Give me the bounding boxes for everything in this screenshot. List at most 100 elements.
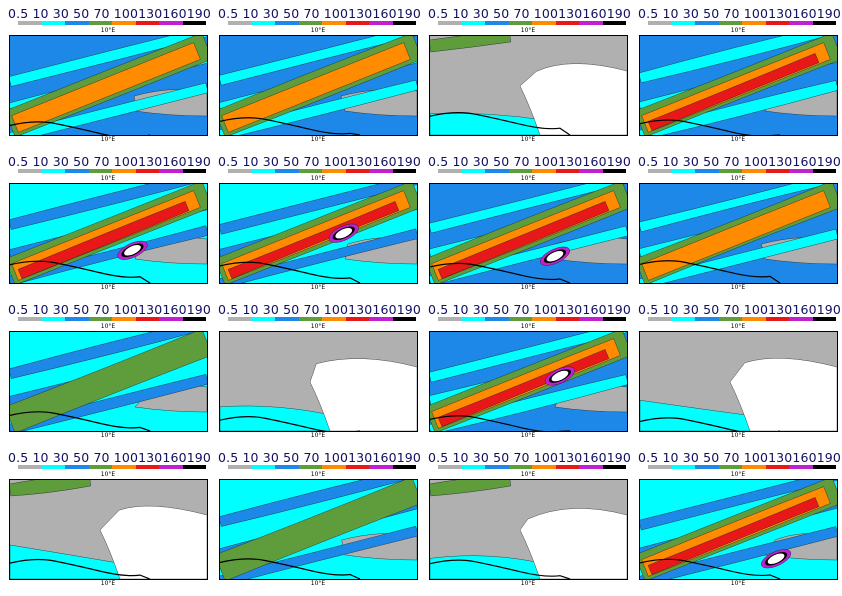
precipitation-map: [219, 479, 418, 580]
coastline: [10, 121, 150, 135]
map-canvas: [430, 184, 627, 283]
colorbar-swatch: [112, 317, 136, 321]
map-panel-6: 0.5 10 30 50 70 100130160190 10°E 10°E: [218, 154, 421, 300]
colorbar-swatch: [275, 465, 299, 469]
colorbar: [18, 465, 206, 469]
map-panel-13: 0.5 10 30 50 70 100130160190 10°E 10°E: [8, 450, 211, 596]
longitude-label-bottom: 10°E: [100, 284, 116, 291]
precipitation-map: [9, 331, 208, 432]
colorbar-swatch: [508, 465, 532, 469]
longitude-label-top: 10°E: [520, 471, 536, 478]
map-canvas: [220, 184, 417, 283]
map-panel-5: 0.5 10 30 50 70 100130160190 10°E 10°E: [8, 154, 212, 300]
colorbar-swatch: [65, 465, 89, 469]
no-precip-area: [309, 358, 417, 431]
colorbar-swatch: [718, 465, 742, 469]
map-panel-2: 0.5 10 30 50 70 100130160190 10°E 10°E: [218, 6, 421, 152]
longitude-label-top: 10°E: [100, 471, 116, 478]
colorbar-swatch: [765, 465, 789, 469]
coastline: [220, 117, 361, 135]
colorbar-swatch: [182, 465, 206, 469]
colorbar-swatch: [322, 169, 346, 173]
colorbar-swatch: [18, 465, 42, 469]
longitude-label-top: 10°E: [520, 27, 536, 34]
colorbar: [438, 317, 626, 321]
colorbar-swatch: [485, 317, 509, 321]
colorbar-swatch: [765, 21, 789, 25]
colorbar-swatch: [41, 21, 65, 25]
colorbar-swatch: [18, 169, 42, 173]
longitude-label-bottom: 10°E: [730, 580, 746, 587]
precip-stripe: [640, 184, 831, 233]
colorbar-swatch: [718, 317, 742, 321]
colorbar-swatch: [135, 465, 159, 469]
map-panel-7: 0.5 10 30 50 70 100130160190 10°E 10°E: [428, 154, 631, 300]
colorbar-swatch: [298, 317, 322, 321]
colorbar-swatch: [298, 465, 322, 469]
colorbar-swatch: [392, 465, 416, 469]
colorbar: [648, 21, 836, 25]
map-canvas: [220, 36, 417, 135]
colorbar-labels: 0.5 10 30 50 70 100130160190: [638, 450, 842, 465]
no-precip-area: [729, 358, 837, 431]
colorbar-swatch: [251, 465, 275, 469]
colorbar-swatch: [461, 169, 485, 173]
longitude-label-top: 10°E: [730, 175, 746, 182]
colorbar-swatch: [648, 169, 672, 173]
longitude-label-bottom: 10°E: [730, 432, 746, 439]
colorbar-swatch: [695, 317, 719, 321]
coastline: [430, 112, 571, 135]
map-panel-15: 0.5 10 30 50 70 100130160190 10°E 10°E: [428, 450, 631, 596]
precipitation-map: [219, 331, 418, 432]
colorbar-swatch: [228, 169, 252, 173]
colorbar-labels: 0.5 10 30 50 70 100130160190: [638, 6, 842, 21]
coastline: [220, 261, 361, 283]
colorbar-swatch: [182, 169, 206, 173]
colorbar: [648, 169, 836, 173]
colorbar-swatch: [345, 465, 369, 469]
longitude-label-top: 10°E: [520, 175, 536, 182]
map-canvas: [10, 332, 207, 431]
precip-stripe: [10, 36, 207, 87]
colorbar-swatch: [765, 317, 789, 321]
coastline: [640, 558, 781, 579]
precip-band-very-heavy: [647, 53, 820, 131]
map-canvas: [10, 480, 207, 579]
longitude-label-top: 10°E: [310, 27, 326, 34]
colorbar-swatch: [485, 465, 509, 469]
longitude-label-top: 10°E: [310, 471, 326, 478]
colorbar-labels: 0.5 10 30 50 70 100130160190: [8, 302, 212, 317]
colorbar-swatch: [555, 465, 579, 469]
colorbar-swatch: [648, 21, 672, 25]
colorbar-swatch: [671, 21, 695, 25]
precipitation-map: [429, 35, 628, 136]
colorbar-swatch: [322, 21, 346, 25]
precip-band-heavy: [11, 42, 201, 133]
colorbar-swatch: [508, 317, 532, 321]
map-canvas: [10, 36, 207, 135]
colorbar-swatch: [579, 465, 603, 469]
colorbar-labels: 0.5 10 30 50 70 100130160190: [8, 154, 212, 169]
colorbar-swatch: [182, 21, 206, 25]
coastline: [640, 260, 781, 283]
coastline: [640, 119, 780, 135]
colorbar-swatch: [695, 169, 719, 173]
colorbar-swatch: [461, 21, 485, 25]
colorbar: [228, 465, 416, 469]
longitude-label-bottom: 10°E: [100, 136, 116, 143]
colorbar-swatch: [602, 21, 626, 25]
precipitation-map: [639, 479, 838, 580]
colorbar-swatch: [789, 465, 813, 469]
colorbar-swatch: [251, 21, 275, 25]
colorbar-labels: 0.5 10 30 50 70 100130160190: [638, 302, 842, 317]
precip-stripe: [640, 36, 828, 84]
colorbar: [18, 21, 206, 25]
colorbar-swatch: [112, 465, 136, 469]
longitude-label-top: 10°E: [310, 323, 326, 330]
colorbar-swatch: [65, 21, 89, 25]
colorbar-labels: 0.5 10 30 50 70 100130160190: [428, 6, 632, 21]
longitude-label-top: 10°E: [520, 323, 536, 330]
colorbar-swatch: [765, 169, 789, 173]
colorbar-swatch: [461, 465, 485, 469]
map-canvas: [220, 332, 417, 431]
